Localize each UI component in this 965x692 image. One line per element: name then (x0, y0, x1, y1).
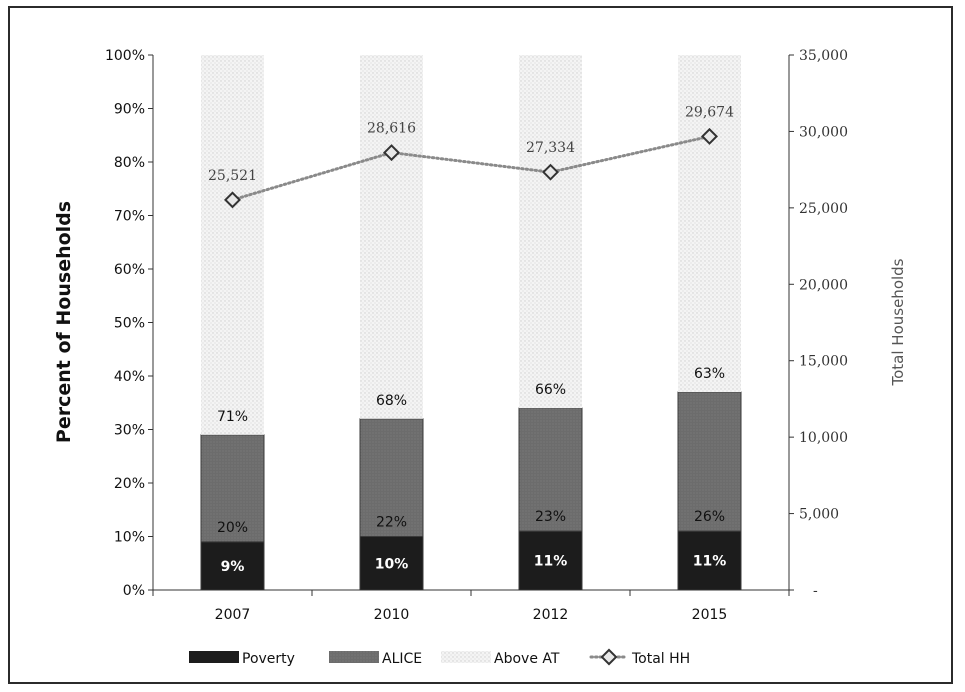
chart-frame (8, 6, 953, 684)
bar-above-at-2012 (519, 55, 582, 409)
point-total-hh-2010 (383, 144, 400, 162)
x-tick-label: 2015 (692, 607, 728, 623)
y-tick-label-right: 30,000 (799, 124, 848, 140)
legend-label-alice: ALICE (382, 651, 422, 667)
point-total-hh-2007 (224, 191, 241, 209)
y-tick-label-right: 10,000 (799, 430, 848, 446)
legend-marker-total-hh (600, 648, 618, 666)
data-label-poverty-2010: 10% (375, 556, 409, 572)
y-tick-label-left: 90% (114, 102, 145, 118)
data-label-above-at-2015: 63% (694, 366, 725, 382)
bar-poverty-2007 (200, 541, 265, 591)
y-tick-label-right: 35,000 (799, 48, 848, 64)
legend-label-poverty: Poverty (242, 651, 295, 667)
data-label-alice-2007: 20% (217, 520, 248, 536)
data-label-poverty-2015: 11% (693, 554, 727, 570)
legend-swatch-alice (329, 651, 379, 663)
y-tick-label-left: 40% (114, 369, 145, 385)
bar-poverty-2015 (677, 530, 742, 591)
data-label-poverty-2012: 11% (534, 554, 568, 570)
y-tick-label-left: 50% (114, 316, 145, 332)
x-tick-label: 2010 (374, 607, 410, 623)
bar-above-at-2007 (201, 55, 264, 435)
y-tick-label-right: 20,000 (799, 277, 848, 293)
data-label-above-at-2012: 66% (535, 382, 566, 398)
data-label-alice-2015: 26% (694, 509, 725, 525)
data-label-above-at-2007: 71% (217, 409, 248, 425)
data-label-total-hh-2012: 27,334 (526, 140, 575, 156)
legend-swatch-above-at (441, 651, 491, 663)
y-tick-label-left: 20% (114, 476, 145, 492)
bar-poverty-2010 (359, 536, 424, 591)
x-tick-label: 2012 (533, 607, 569, 623)
y-tick-label-left: 60% (114, 262, 145, 278)
y-tick-label-right: 25,000 (799, 201, 848, 217)
bar-alice-2015 (677, 391, 742, 532)
y-tick-label-right: 15,000 (799, 354, 848, 370)
series-line-total-hh (231, 134, 711, 202)
bar-poverty-2012 (518, 530, 583, 591)
y-axis-title-left: Percent of Households (53, 201, 75, 443)
data-label-poverty-2007: 9% (221, 559, 245, 575)
legend-label-above-at: Above AT (494, 651, 560, 667)
y-axis-title-right: Total Households (889, 258, 907, 386)
y-tick-label-left: 10% (114, 530, 145, 546)
x-tick-label: 2007 (215, 607, 251, 623)
point-total-hh-2015 (701, 127, 718, 145)
legend-swatch-poverty (189, 651, 239, 663)
bar-alice-2010 (359, 418, 424, 537)
y-tick-label-left: 0% (123, 583, 145, 599)
data-label-total-hh-2010: 28,616 (367, 121, 416, 137)
legend-label-total-hh: Total HH (631, 651, 690, 667)
bar-above-at-2010 (360, 55, 423, 419)
y-tick-label-left: 100% (105, 48, 145, 64)
bar-alice-2012 (518, 407, 583, 532)
data-label-total-hh-2015: 29,674 (685, 104, 734, 120)
y-tick-label-right: - (813, 583, 818, 599)
y-tick-label-left: 80% (114, 155, 145, 171)
data-label-alice-2010: 22% (376, 515, 407, 531)
y-tick-label-left: 30% (114, 423, 145, 439)
point-total-hh-2012 (542, 163, 559, 181)
bar-above-at-2015 (678, 55, 741, 393)
y-tick-label-right: 5,000 (799, 507, 839, 523)
y-tick-label-left: 70% (114, 209, 145, 225)
data-label-total-hh-2007: 25,521 (208, 168, 257, 184)
data-label-alice-2012: 23% (535, 509, 566, 525)
data-label-above-at-2010: 68% (376, 393, 407, 409)
legend: Poverty ALICE Above AT Total HH (189, 648, 690, 667)
